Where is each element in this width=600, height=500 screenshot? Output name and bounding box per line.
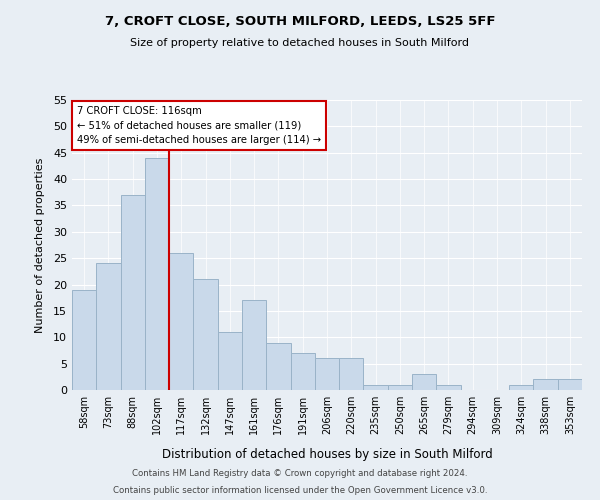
Bar bbox=[364, 384, 388, 390]
Bar bbox=[436, 384, 461, 390]
Bar bbox=[509, 384, 533, 390]
Bar bbox=[193, 280, 218, 390]
Bar bbox=[290, 353, 315, 390]
Text: 7, CROFT CLOSE, SOUTH MILFORD, LEEDS, LS25 5FF: 7, CROFT CLOSE, SOUTH MILFORD, LEEDS, LS… bbox=[105, 15, 495, 28]
Text: Contains HM Land Registry data © Crown copyright and database right 2024.: Contains HM Land Registry data © Crown c… bbox=[132, 468, 468, 477]
Bar bbox=[266, 342, 290, 390]
Bar bbox=[96, 264, 121, 390]
Text: Size of property relative to detached houses in South Milford: Size of property relative to detached ho… bbox=[131, 38, 470, 48]
Bar bbox=[242, 300, 266, 390]
Bar bbox=[121, 195, 145, 390]
Bar bbox=[218, 332, 242, 390]
Bar bbox=[72, 290, 96, 390]
Y-axis label: Number of detached properties: Number of detached properties bbox=[35, 158, 44, 332]
Text: Contains public sector information licensed under the Open Government Licence v3: Contains public sector information licen… bbox=[113, 486, 487, 495]
Bar bbox=[533, 380, 558, 390]
Bar bbox=[388, 384, 412, 390]
Bar bbox=[412, 374, 436, 390]
Bar bbox=[315, 358, 339, 390]
Bar bbox=[339, 358, 364, 390]
Bar bbox=[145, 158, 169, 390]
Text: 7 CROFT CLOSE: 116sqm
← 51% of detached houses are smaller (119)
49% of semi-det: 7 CROFT CLOSE: 116sqm ← 51% of detached … bbox=[77, 106, 321, 146]
Bar bbox=[169, 253, 193, 390]
X-axis label: Distribution of detached houses by size in South Milford: Distribution of detached houses by size … bbox=[161, 448, 493, 461]
Bar bbox=[558, 380, 582, 390]
